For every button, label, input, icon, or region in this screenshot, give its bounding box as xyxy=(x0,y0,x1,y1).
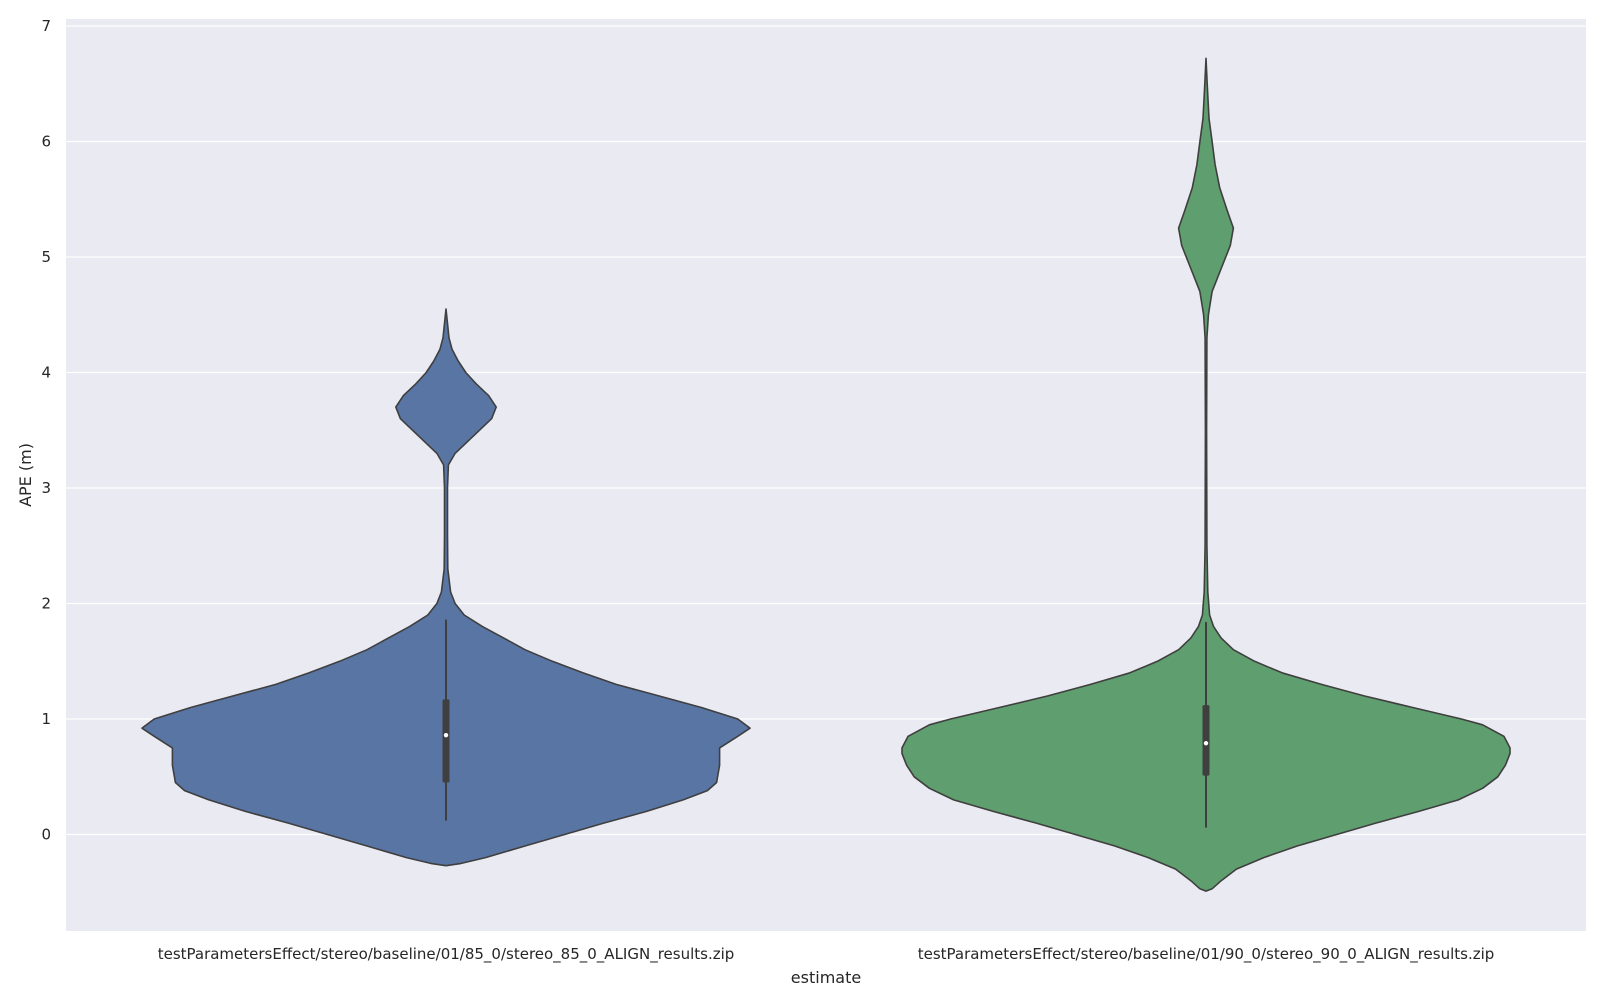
y-tick-label-7: 7 xyxy=(41,17,51,35)
x-tick-label-2: testParametersEffect/stereo/baseline/01/… xyxy=(918,945,1495,964)
x-axis-label: estimate xyxy=(791,968,861,987)
violin-iqr-box-2 xyxy=(1202,705,1210,776)
x-tick-label-1: testParametersEffect/stereo/baseline/01/… xyxy=(158,945,735,964)
y-tick-label-6: 6 xyxy=(41,133,51,151)
violins xyxy=(141,57,1511,892)
y-axis-label: APE (m) xyxy=(16,443,35,507)
violin-median-dot-1 xyxy=(443,732,449,738)
violin-iqr-box-1 xyxy=(442,699,450,783)
violin-median-dot-2 xyxy=(1203,741,1209,746)
violin-body-2 xyxy=(901,57,1511,892)
y-tick-label-3: 3 xyxy=(41,479,51,497)
x-tick-labels: testParametersEffect/stereo/baseline/01/… xyxy=(158,945,1495,964)
y-tick-labels: 0 1 2 3 4 5 6 7 xyxy=(41,17,51,844)
violin-body-1 xyxy=(141,308,751,867)
y-tick-label-5: 5 xyxy=(41,248,51,266)
y-tick-label-1: 1 xyxy=(41,710,51,728)
y-tick-label-0: 0 xyxy=(41,826,51,844)
y-tick-label-2: 2 xyxy=(41,595,51,613)
y-tick-label-4: 4 xyxy=(41,364,51,382)
